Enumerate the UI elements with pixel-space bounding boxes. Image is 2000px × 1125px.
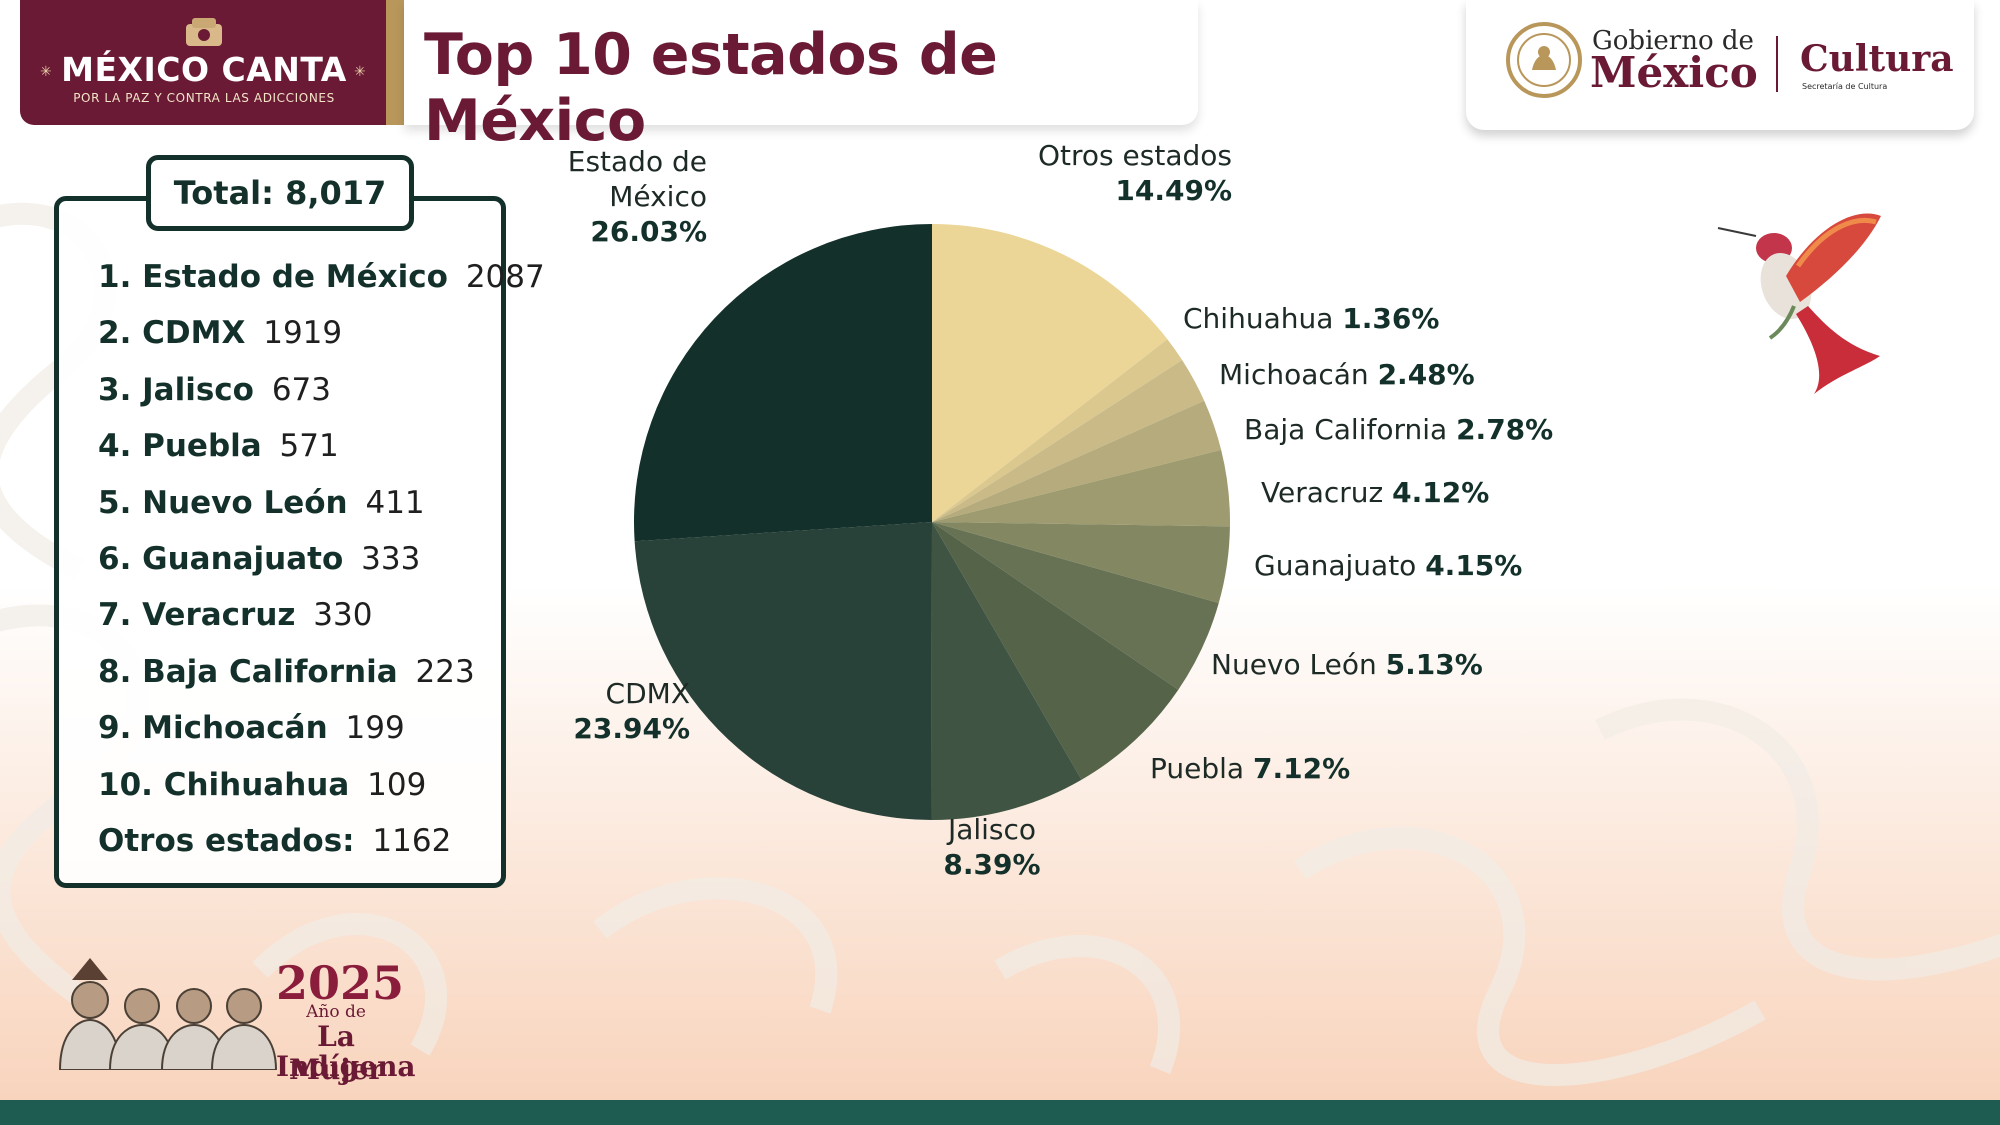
pie-slice-percent: 5.13% [1386,648,1483,681]
brand-emblem-icon [186,18,222,46]
pie-slice-percent: 1.36% [1342,302,1439,335]
pie-slice-percent: 4.12% [1392,476,1489,509]
ranking-list: 1. Estado de México 2087 2. CDMX 1919 3. J… [98,254,545,874]
pie-slice [932,339,1183,522]
year-line-indigena: Indígena [276,1050,416,1083]
ranking-row: 2. CDMX 1919 [98,310,545,366]
mexico-text: México [1590,48,1758,97]
secretaria-text: Secretaría de Cultura [1802,82,1888,91]
pie-slice [932,359,1205,522]
gobierno-logo-box: Gobierno de México Cultura Secretaría de… [1466,0,1974,130]
hummingbird-illustration [1717,213,1881,394]
ranking-row: 10. Chihuahua 109 [98,762,545,818]
brand-star-left-icon: ✳ [40,64,52,80]
logo-divider [1776,36,1778,92]
total-badge: Total: 8,017 [146,155,414,231]
pie-slice [932,522,1230,604]
ranking-row: 9. Michoacán 199 [98,705,545,761]
ranking-row: 7. Veracruz 330 [98,592,545,648]
ranking-row-label: 4. Puebla [98,428,262,465]
pie-slice [932,400,1222,522]
ranking-row-value: 109 [357,766,427,803]
pie-slice-label: Otros estados 14.49% [1038,139,1232,207]
ranking-row-value: 2087 [455,259,545,295]
pie-slice-label: Estado de México 26.03% [568,145,707,248]
pie-slice-label: Michoacán 2.48% [1219,358,1475,391]
ranking-row: 1. Estado de México 2087 [98,254,545,310]
brand-star-right-icon: ✳ [354,64,366,80]
ranking-row-label: 6. Guanajuato [98,540,344,577]
ranking-row: 3. Jalisco 673 [98,367,545,423]
ranking-row: 8. Baja California 223 [98,649,545,705]
ranking-row: Otros estados: 1162 [98,818,545,874]
pie-slice-label: Chihuahua 1.36% [1183,302,1439,335]
pie-slice-label: Guanajuato 4.15% [1254,549,1522,582]
ranking-row-value: 330 [303,597,373,634]
footer-band [0,1100,2000,1125]
pie-slice [932,522,1179,780]
ranking-row-label: 3. Jalisco [98,371,254,408]
pie-slice-percent: 26.03% [590,215,707,248]
ranking-row-value: 1162 [362,822,452,859]
pie-slice-percent: 7.12% [1253,752,1350,785]
ranking-row-label: 5. Nuevo León [98,484,348,521]
ranking-row-label: Otros estados: [98,822,355,859]
pie-slice [931,522,1082,820]
pie-slice-percent: 4.15% [1425,549,1522,582]
ranking-row-label: 9. Michoacán [98,710,328,747]
year-line-la-mujer: La Mujer [288,1020,384,1086]
pie-slice [932,449,1230,527]
ranking-row-value: 1919 [253,315,343,352]
ranking-row-value: 333 [351,540,421,577]
ranking-row-label: 1. Estado de México [98,259,448,295]
ranking-row: 5. Nuevo León 411 [98,480,545,536]
gold-accent-bar [386,0,404,125]
pie-slice [634,522,932,820]
year-line-ano-de: Año de [306,1002,366,1022]
cultura-text: Cultura [1800,38,1954,80]
year-2025: 2025 [276,956,405,1010]
ranking-row-value: 411 [355,484,425,521]
ranking-row: 4. Puebla 571 [98,423,545,479]
ranking-row-value: 199 [335,710,405,747]
brand-name: MÉXICO CANTA [61,50,347,89]
national-seal-icon [1506,22,1582,98]
pie-slice-label: Veracruz 4.12% [1261,476,1489,509]
pie-slice-label: Nuevo León 5.13% [1211,648,1483,681]
gobierno-de-text: Gobierno de [1592,26,1754,56]
ranking-row-label: 8. Baja California [98,653,398,690]
pie-slice-label: Jalisco 8.39% [943,813,1040,881]
pie-slice-label: Baja California 2.78% [1244,413,1553,446]
pie-slice-percent: 8.39% [943,848,1040,881]
page-title: Top 10 estados de México [424,22,998,154]
ranking-row: 6. Guanajuato 333 [98,536,545,592]
title-box: Top 10 estados de México [404,0,1198,154]
pie-slice-percent: 2.78% [1456,413,1553,446]
pie-slice-percent: 23.94% [573,712,690,745]
pie-slice-label: Puebla 7.12% [1150,752,1350,785]
ranking-row-value: 571 [269,428,339,465]
indigenous-women-illustration [58,958,278,1070]
ranking-row-value: 673 [261,371,331,408]
pie-slice [932,522,1219,690]
ranking-row-label: 7. Veracruz [98,597,296,634]
mexico-canta-brand: ✳ MÉXICO CANTA ✳ POR LA PAZ Y CONTRA LAS… [20,0,388,125]
pie-slice-label: CDMX 23.94% [573,677,690,745]
pie-slice [932,224,1168,522]
brand-tagline: POR LA PAZ Y CONTRA LAS ADICCIONES [73,91,335,105]
ranking-row-label: 10. Chihuahua [98,766,350,803]
pie-slice [634,224,932,542]
pie-slice-percent: 2.48% [1378,358,1475,391]
ranking-row-label: 2. CDMX [98,315,246,352]
ranking-row-value: 223 [405,653,475,690]
ranking-panel [54,196,506,888]
pie-slice-percent: 14.49% [1115,174,1232,207]
